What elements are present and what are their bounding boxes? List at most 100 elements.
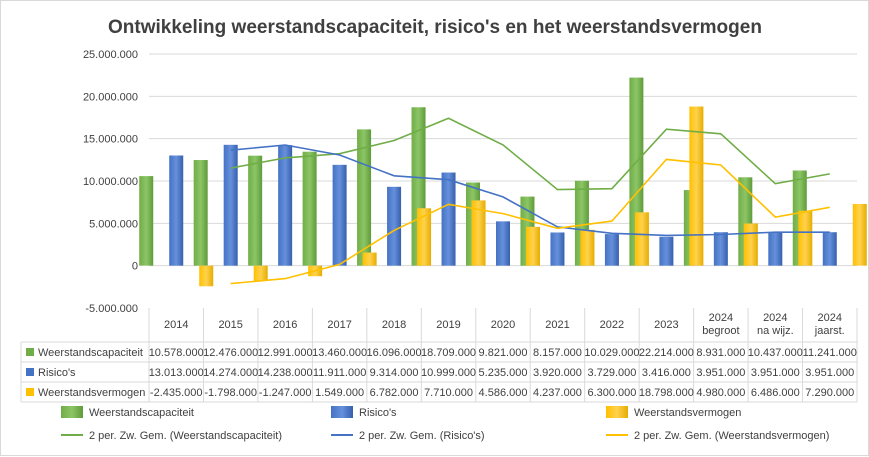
- y-tick-label: 0: [132, 261, 138, 273]
- data-label: 6.486.000: [751, 387, 800, 399]
- bar-risicos: [659, 236, 674, 266]
- legend-swatch: [61, 406, 83, 418]
- category-label: 2014: [164, 319, 188, 331]
- data-label: 6.300.000: [587, 387, 636, 399]
- table-legend-key: [26, 368, 34, 376]
- table-series-name: Weerstandscapaciteit: [38, 347, 143, 359]
- data-label: 8.157.000: [533, 347, 582, 359]
- y-tick-label: 10.000.000: [83, 176, 138, 188]
- bar-risicos: [223, 144, 238, 266]
- category-label: na wijz.: [757, 325, 794, 337]
- bar-weerstandsvermogen: [634, 212, 649, 266]
- data-label: 3.951.000: [751, 367, 800, 379]
- bar-weerstandsvermogen: [526, 226, 540, 266]
- data-label: 11.911.000: [313, 367, 366, 379]
- data-label: 9.314.000: [370, 367, 419, 379]
- y-tick-label: 25.000.000: [83, 49, 138, 61]
- data-label: 9.821.000: [479, 347, 528, 359]
- bar-risicos: [387, 186, 402, 266]
- data-label: -2.435.000: [150, 387, 203, 399]
- bar-weerstandscapaciteit: [193, 160, 208, 266]
- data-label: -1.798.000: [204, 387, 257, 399]
- legend-label: Weerstandscapaciteit: [89, 407, 194, 419]
- trendline-0: [230, 117, 830, 191]
- category-label: 2024: [709, 312, 733, 324]
- data-label: 8.931.000: [696, 347, 745, 359]
- table-series-name: Risico's: [38, 367, 76, 379]
- data-label: 10.999.000: [421, 367, 476, 379]
- bar-risicos: [713, 232, 728, 266]
- bar-weerstandsvermogen: [743, 223, 758, 266]
- bar-weerstandsvermogen: [417, 208, 432, 266]
- data-label: 18.709.000: [421, 347, 476, 359]
- trendline-2: [230, 158, 830, 285]
- legend-label: 2 per. Zw. Gem. (Weerstandsvermogen): [634, 430, 829, 442]
- category-label: 2018: [382, 319, 406, 331]
- bar-weerstandsvermogen: [798, 210, 813, 266]
- y-tick-label: -5.000.000: [85, 303, 138, 315]
- bar-weerstandsvermogen: [852, 203, 867, 266]
- category-label: 2024: [818, 312, 842, 324]
- data-label: 10.437.000: [748, 347, 803, 359]
- category-label: 2022: [600, 319, 624, 331]
- y-tick-label: 15.000.000: [83, 134, 138, 146]
- data-label: 3.729.000: [587, 367, 636, 379]
- data-label: 1.549.000: [315, 387, 364, 399]
- data-label: 10.029.000: [584, 347, 639, 359]
- legend-label: 2 per. Zw. Gem. (Risico's): [359, 430, 485, 442]
- data-label: 3.920.000: [533, 367, 582, 379]
- legend-label: 2 per. Zw. Gem. (Weerstandscapaciteit): [89, 430, 282, 442]
- data-label: 10.578.000: [149, 347, 204, 359]
- data-label: 3.951.000: [696, 367, 745, 379]
- data-label: 5.235.000: [479, 367, 528, 379]
- category-label: jaarst.: [814, 325, 845, 337]
- data-label: 11.241.000: [803, 347, 857, 359]
- category-label: 2024: [763, 312, 787, 324]
- category-label: 2015: [218, 319, 242, 331]
- data-label: 18.798.000: [639, 387, 694, 399]
- bar-weerstandscapaciteit: [302, 151, 317, 266]
- data-label: 16.096.000: [367, 347, 422, 359]
- bar-risicos: [496, 221, 510, 266]
- data-label: 4.980.000: [696, 387, 745, 399]
- table-legend-key: [26, 388, 34, 396]
- bar-weerstandscapaciteit: [139, 176, 154, 266]
- data-label: 3.951.000: [805, 367, 854, 379]
- data-label: 14.238.000: [258, 367, 313, 379]
- bar-risicos: [604, 234, 619, 266]
- data-label: 12.476.000: [203, 347, 258, 359]
- category-label: 2016: [273, 319, 297, 331]
- bar-risicos: [822, 232, 837, 266]
- chart-title: Ontwikkeling weerstandscapaciteit, risic…: [108, 17, 762, 38]
- bar-weerstandscapaciteit: [248, 155, 263, 266]
- bar-risicos: [768, 232, 783, 266]
- data-label: 14.274.000: [203, 367, 258, 379]
- bar-weerstandsvermogen: [199, 265, 214, 287]
- category-label: 2019: [436, 319, 460, 331]
- data-label: 12.991.000: [258, 347, 313, 359]
- data-label: 4.586.000: [479, 387, 528, 399]
- category-label: 2020: [491, 319, 515, 331]
- data-label: 6.782.000: [370, 387, 419, 399]
- legend-swatch: [606, 406, 628, 418]
- category-label: 2017: [327, 319, 351, 331]
- bar-weerstandsvermogen: [580, 229, 595, 266]
- y-axis-ticks: -5.000.000 0 5.000.000 10.000.000 15.000.000…: [83, 49, 138, 315]
- data-label: 13.013.000: [149, 367, 204, 379]
- table-series-name: Weerstandsvermogen: [38, 387, 145, 399]
- bar-weerstandsvermogen: [689, 106, 704, 266]
- bar-weerstandsvermogen: [253, 265, 268, 281]
- bar-risicos: [332, 164, 347, 266]
- data-label: 7.710.000: [424, 387, 473, 399]
- data-label: 4.237.000: [533, 387, 582, 399]
- y-tick-label: 5.000.000: [89, 218, 138, 230]
- data-table: 2014 2015 2016 2017 2018 2019 2020 2021 2022 2023…: [20, 308, 858, 403]
- data-label: 3.416.000: [642, 367, 691, 379]
- category-label: 2023: [654, 319, 678, 331]
- legend: Weerstandscapaciteit Risico's Weerstandsve…: [61, 406, 829, 442]
- bar-weerstandsvermogen: [471, 200, 486, 266]
- bars: [139, 77, 867, 287]
- bar-risicos: [441, 172, 456, 266]
